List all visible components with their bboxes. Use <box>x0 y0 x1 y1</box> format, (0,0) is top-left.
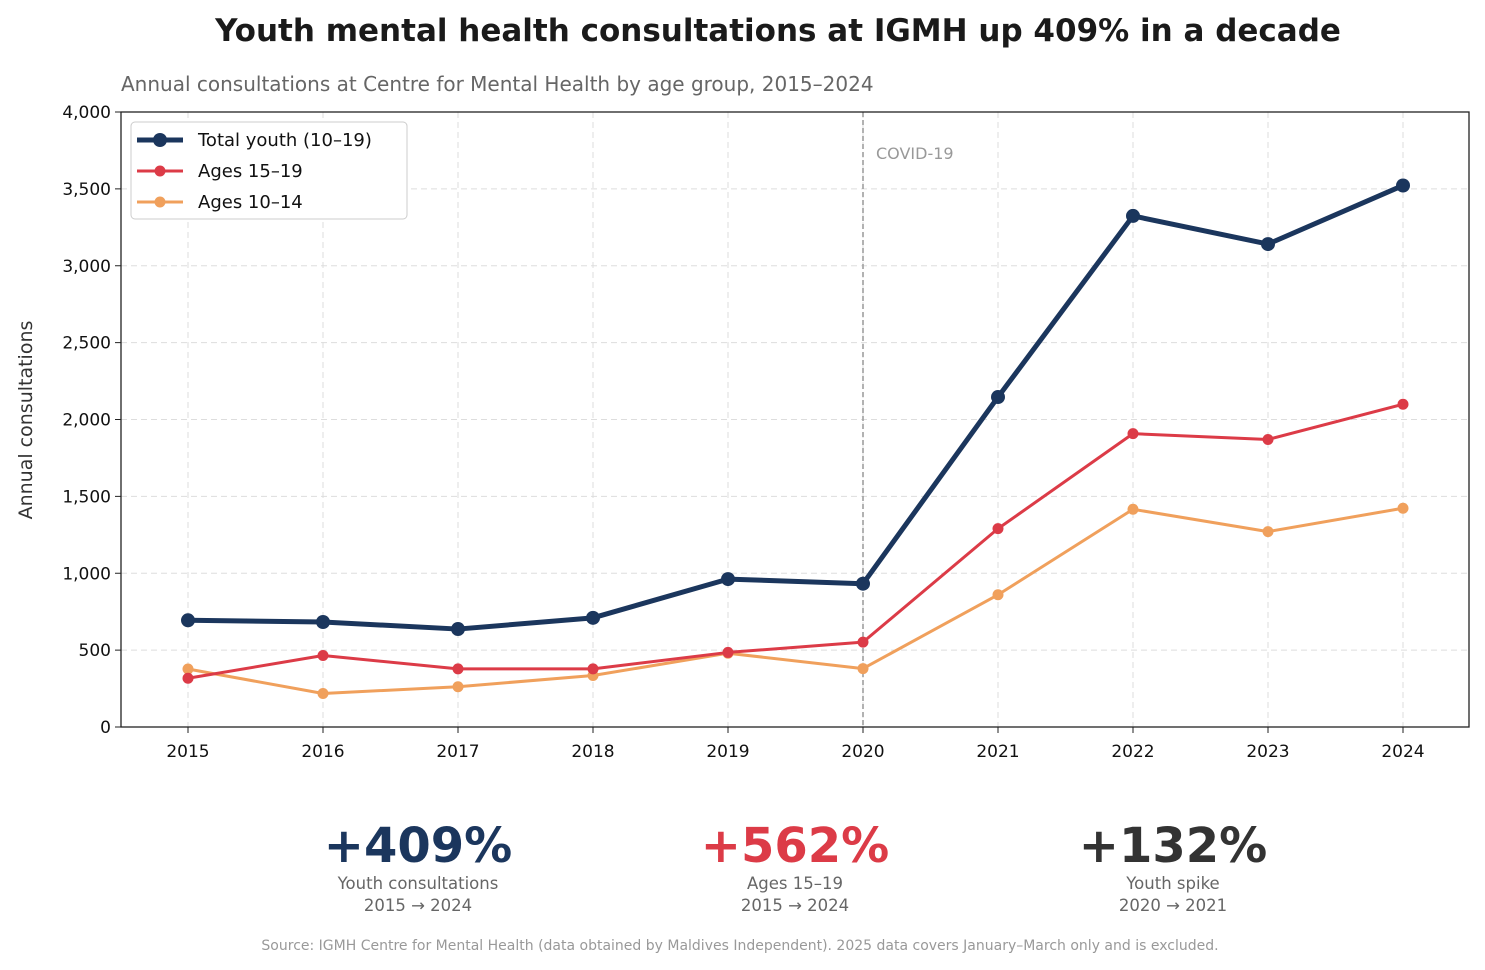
plot-frame <box>120 111 1470 728</box>
data-point <box>1262 526 1274 538</box>
data-point <box>452 663 464 675</box>
data-point <box>1126 208 1140 223</box>
legend-marker <box>154 196 166 208</box>
kpi-card: +562%Ages 15–19 2015 → 2024 <box>701 818 890 915</box>
y-tick-label: 500 <box>79 641 111 661</box>
data-point <box>1127 503 1139 515</box>
kpi-label: Ages 15–19 <box>747 874 843 893</box>
covid-annotation: COVID-19 <box>876 144 954 163</box>
data-point <box>316 614 330 629</box>
kpi-card: +132%Youth spike 2020 → 2021 <box>1079 818 1268 915</box>
data-point <box>992 589 1004 601</box>
data-point <box>587 663 599 675</box>
y-tick-label: 3,500 <box>62 180 111 200</box>
data-point <box>452 681 464 693</box>
data-point <box>1127 428 1139 440</box>
kpi-label: Youth spike <box>1125 874 1219 893</box>
source-note: Source: IGMH Centre for Mental Health (d… <box>261 938 1218 954</box>
data-point <box>722 646 734 658</box>
data-point <box>857 663 869 675</box>
legend-marker <box>153 133 167 147</box>
kpi-period: 2015 → 2024 <box>741 896 849 915</box>
y-tick-label: 1,000 <box>62 564 111 584</box>
y-axis-label: Annual consultations <box>15 321 37 520</box>
legend-box <box>130 121 408 220</box>
data-point <box>857 636 869 648</box>
data-point <box>451 622 465 637</box>
kpi-value: +409% <box>324 818 513 874</box>
data-point <box>1261 237 1275 252</box>
y-tick-label: 3,000 <box>62 257 111 277</box>
series-1 <box>182 398 1409 684</box>
y-tick-label: 2,500 <box>62 334 111 354</box>
x-tick-label: 2023 <box>1246 742 1289 762</box>
data-point <box>1397 398 1409 410</box>
data-point <box>721 572 735 587</box>
data-point <box>182 663 194 675</box>
series-2 <box>182 502 1409 699</box>
y-tick-label: 0 <box>100 718 111 738</box>
kpi-value: +562% <box>701 818 890 874</box>
y-tick-label: 4,000 <box>62 103 111 123</box>
legend-label: Ages 15–19 <box>198 161 303 182</box>
data-point <box>1396 178 1410 193</box>
kpi-period: 2020 → 2021 <box>1119 896 1227 915</box>
x-tick-label: 2016 <box>301 742 344 762</box>
chart-subtitle: Annual consultations at Centre for Menta… <box>121 72 874 96</box>
x-tick-label: 2019 <box>706 742 749 762</box>
data-point <box>181 613 195 628</box>
series-line <box>187 183 1404 632</box>
x-tick-label: 2022 <box>1111 742 1154 762</box>
kpi-value: +132% <box>1079 818 1268 874</box>
x-tick-label: 2015 <box>166 742 209 762</box>
legend: Total youth (10–19) Ages 15–19 Ages 10–14 <box>130 121 408 220</box>
data-point <box>586 610 600 625</box>
kpi-label: Youth consultations <box>337 874 499 893</box>
x-tick-label: 2021 <box>976 742 1019 762</box>
data-point <box>856 576 870 591</box>
x-tick-label: 2017 <box>436 742 479 762</box>
data-point <box>317 650 329 662</box>
legend-label: Ages 10–14 <box>198 192 303 213</box>
data-point <box>1262 433 1274 445</box>
data-point <box>992 523 1004 535</box>
series-0 <box>181 178 1410 637</box>
series-line <box>187 402 1404 680</box>
data-point <box>991 390 1005 405</box>
legend-label: Total youth (10–19) <box>197 130 372 151</box>
series-line <box>187 506 1404 695</box>
data-point <box>182 672 194 684</box>
kpi-card: +409%Youth consultations 2015 → 2024 <box>324 818 513 915</box>
chart-title: Youth mental health consultations at IGM… <box>214 13 1341 49</box>
x-tick-label: 2024 <box>1381 742 1424 762</box>
x-tick-label: 2020 <box>841 742 884 762</box>
legend-marker <box>154 165 166 177</box>
data-point <box>1397 502 1409 514</box>
y-tick-label: 1,500 <box>62 487 111 507</box>
y-tick-label: 2,000 <box>62 411 111 431</box>
data-point <box>317 687 329 699</box>
kpi-period: 2015 → 2024 <box>364 896 472 915</box>
x-tick-label: 2018 <box>571 742 614 762</box>
